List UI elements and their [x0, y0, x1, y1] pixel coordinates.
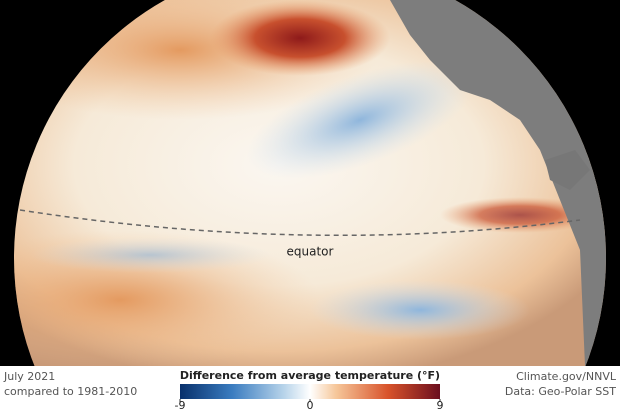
colorbar-tick-label: 0 [307, 399, 314, 412]
credit: Climate.gov/NNVL [516, 370, 617, 383]
date: July 2021 [3, 370, 55, 383]
equator-label: equator [287, 245, 334, 259]
source: Data: Geo-Polar SST [505, 385, 616, 398]
baseline: compared to 1981-2010 [4, 385, 137, 398]
equator-line [19, 209, 581, 237]
colorbar-tick-label: -9 [175, 399, 186, 412]
colorbar-tick-label: 9 [437, 399, 444, 412]
globe [14, 0, 606, 370]
colorbar [180, 384, 440, 399]
land [545, 150, 590, 190]
colorbar-title: Difference from average temperature (°F) [180, 369, 440, 382]
